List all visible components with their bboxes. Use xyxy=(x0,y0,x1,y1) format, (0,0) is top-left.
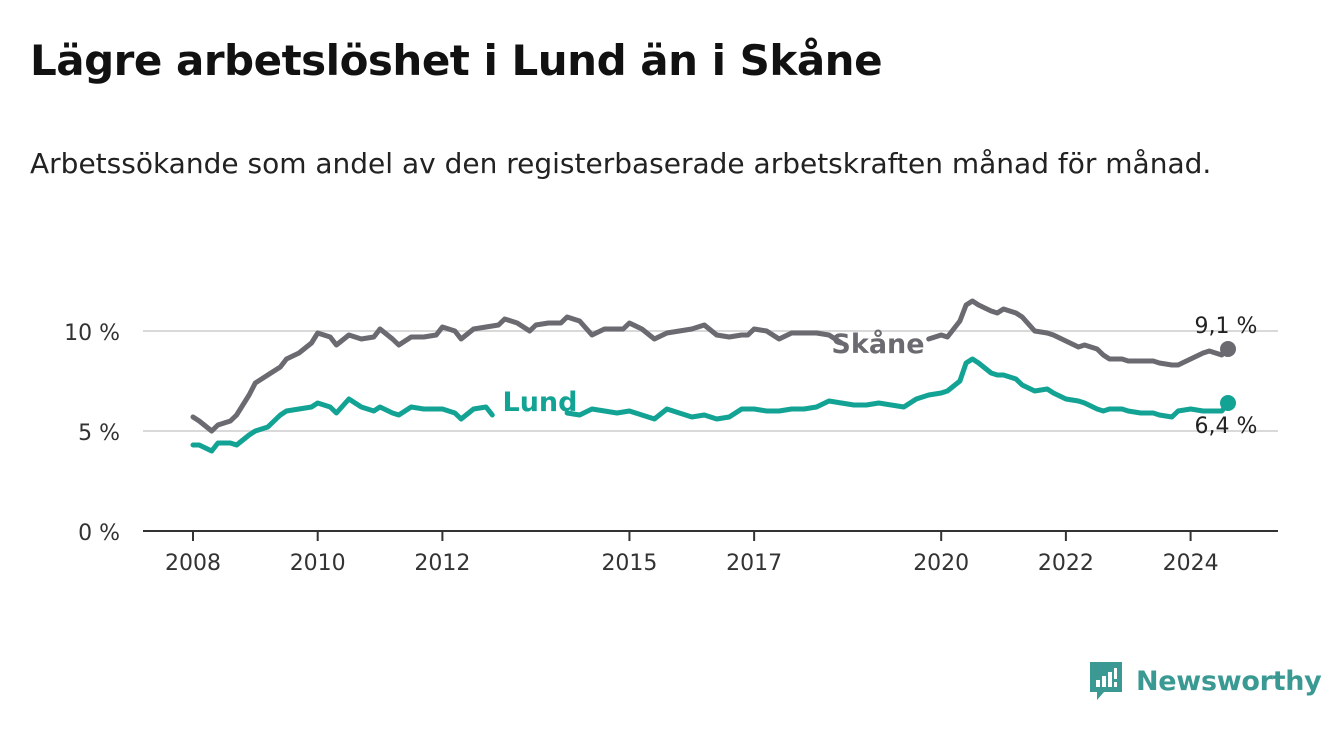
end-value-label-skane: 9,1 % xyxy=(1195,314,1258,339)
series-lines xyxy=(190,298,1236,454)
x-axis: 2008 2010 2012 2015 2017 2020 2022 2024 xyxy=(143,530,1278,576)
series-label-lund: Lund xyxy=(503,387,578,418)
x-tick-label: 2010 xyxy=(290,551,346,576)
x-tick-label: 2020 xyxy=(913,551,969,576)
y-tick-label: 5 % xyxy=(78,421,120,446)
series-label-skane: Skåne xyxy=(831,328,924,360)
x-tick-label: 2008 xyxy=(165,551,221,576)
series-labels: Skåne Lund 9,1 % 6,4 % xyxy=(503,314,1258,439)
series-line-lund-part2 xyxy=(564,356,1231,422)
series-line-skne xyxy=(190,314,844,434)
series-line-skne-part2 xyxy=(926,298,1231,368)
y-tick-label: 0 % xyxy=(78,521,120,546)
end-point-lund xyxy=(1220,395,1236,411)
chart-title: Lägre arbetslöshet i Lund än i Skåne xyxy=(30,36,883,85)
series-line-lund xyxy=(190,396,495,454)
x-tick-label: 2017 xyxy=(726,551,782,576)
newsworthy-logo-icon xyxy=(1090,662,1122,700)
x-tick-label: 2024 xyxy=(1163,551,1219,576)
x-tick-label: 2022 xyxy=(1038,551,1094,576)
x-tick-label: 2012 xyxy=(414,551,470,576)
end-point-skne xyxy=(1220,341,1236,357)
chart-subtitle: Arbetssökande som andel av den registerb… xyxy=(30,147,1212,180)
end-value-label-lund: 6,4 % xyxy=(1195,414,1258,439)
newsworthy-logo: Newsworthy xyxy=(1088,660,1322,702)
y-axis: 0 % 5 % 10 % xyxy=(64,321,120,546)
x-tick-label: 2015 xyxy=(601,551,657,576)
y-tick-label: 10 % xyxy=(64,321,120,346)
newsworthy-logo-text: Newsworthy xyxy=(1136,665,1322,697)
